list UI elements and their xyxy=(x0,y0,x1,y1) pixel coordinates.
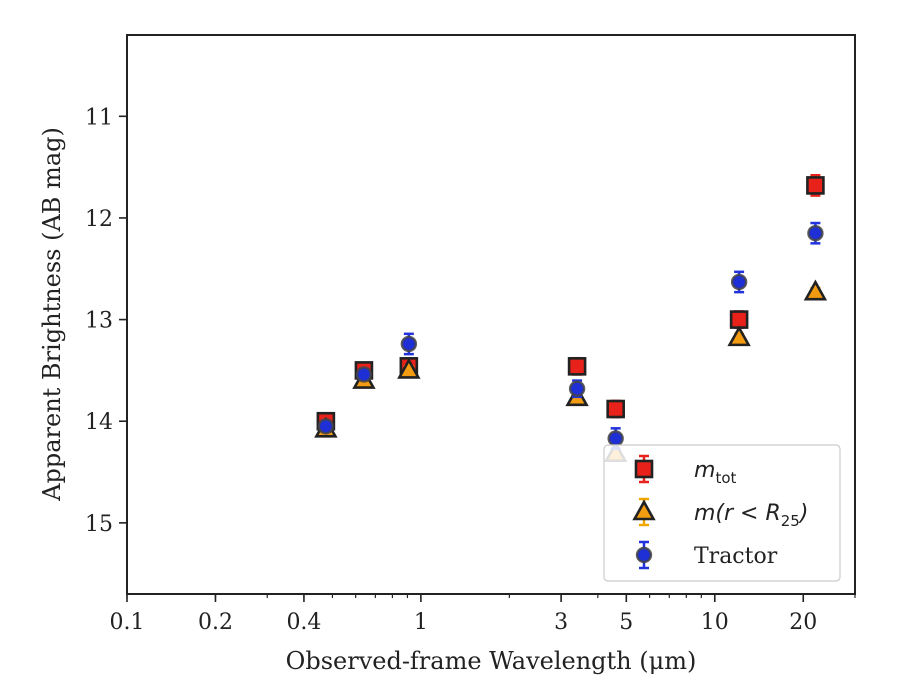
data-point-circle xyxy=(355,366,373,383)
y-tick-label: 13 xyxy=(85,309,113,334)
data-point-circle xyxy=(807,224,824,242)
legend-label: mtot xyxy=(694,458,736,487)
x-tick-label: 0.2 xyxy=(198,610,233,635)
y-axis-label: Apparent Brightness (AB mag) xyxy=(38,127,66,502)
x-tick-label: 10 xyxy=(701,610,729,635)
y-tick-label: 14 xyxy=(85,410,113,435)
legend-box xyxy=(603,444,841,582)
y-tick-label: 15 xyxy=(85,512,113,537)
x-tick-label: 0.1 xyxy=(110,610,145,635)
data-point-triangle xyxy=(632,499,656,521)
y-tick-label: 11 xyxy=(85,105,113,130)
x-tick-label: 20 xyxy=(789,610,817,635)
series-circle xyxy=(317,221,824,450)
data-point-triangle xyxy=(397,357,421,379)
data-point-circle xyxy=(400,335,418,353)
legend: mtot m(r < R25) Tractor xyxy=(603,444,841,582)
data-point-square xyxy=(729,310,749,329)
data-point-square xyxy=(567,357,587,376)
x-tick-label: 5 xyxy=(619,610,633,635)
data-point-circle xyxy=(635,546,653,564)
x-tick-label: 1 xyxy=(414,610,428,635)
data-point-circle xyxy=(607,430,624,447)
legend-label: Tractor xyxy=(694,544,778,569)
x-axis-label: Observed-frame Wavelength (μm) xyxy=(286,647,697,675)
x-tick-label: 3 xyxy=(554,610,568,635)
data-point-square xyxy=(606,399,625,419)
data-point-square xyxy=(806,176,825,195)
legend-label: m(r < R25) xyxy=(694,501,808,530)
data-point-triangle xyxy=(803,279,828,301)
plot-frame xyxy=(126,34,856,595)
data-point-circle xyxy=(317,418,335,435)
data-point-circle xyxy=(568,380,586,397)
markers-layer xyxy=(314,174,828,463)
x-tick-label: 0.4 xyxy=(286,610,321,635)
data-point-square xyxy=(634,459,654,479)
data-point-triangle xyxy=(727,325,751,347)
y-tick-label: 12 xyxy=(85,207,113,232)
data-point-circle xyxy=(730,273,748,291)
